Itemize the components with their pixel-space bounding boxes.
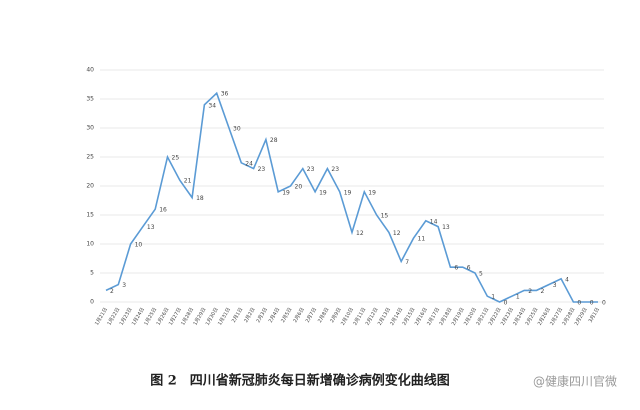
data-label: 15	[381, 213, 389, 220]
data-label: 36	[221, 91, 229, 98]
data-label: 1	[516, 294, 520, 301]
y-tick-label: 15	[86, 212, 94, 219]
chart-caption: 图 2 四川省新冠肺炎每日新增确诊病例变化曲线图	[150, 373, 450, 389]
data-label: 12	[356, 230, 364, 237]
data-label: 10	[135, 242, 143, 249]
data-label: 14	[430, 218, 438, 225]
data-label: 34	[208, 102, 216, 109]
data-label: 0	[590, 300, 594, 307]
data-label: 2	[541, 288, 545, 295]
watermark: @健康四川官微	[533, 374, 617, 389]
data-label: 4	[565, 276, 569, 283]
data-label: 19	[344, 189, 352, 196]
data-label: 21	[184, 178, 192, 185]
data-label: 19	[368, 189, 376, 196]
data-label: 23	[331, 166, 339, 173]
data-label: 1	[491, 294, 495, 301]
data-label: 23	[258, 166, 266, 173]
data-label: 6	[467, 265, 471, 272]
data-label: 3	[122, 282, 126, 289]
y-tick-label: 35	[86, 96, 94, 103]
data-line	[105, 91, 598, 303]
data-label: 0	[577, 300, 581, 307]
data-label: 24	[245, 160, 253, 167]
data-label: 19	[319, 189, 327, 196]
data-label: 28	[270, 137, 278, 144]
data-label: 13	[147, 224, 155, 231]
y-tick-label: 10	[86, 241, 94, 248]
data-label: 3	[553, 282, 557, 289]
data-label: 12	[393, 230, 401, 237]
data-label: 0	[602, 300, 606, 307]
data-label: 6	[454, 265, 458, 272]
y-tick-label: 40	[86, 67, 94, 74]
data-label: 7	[405, 259, 409, 266]
data-label: 30	[233, 126, 241, 133]
data-label: 25	[172, 155, 180, 162]
y-tick-label: 5	[90, 270, 94, 277]
data-label: 23	[307, 166, 315, 173]
data-label: 2	[110, 288, 114, 295]
data-label: 19	[282, 189, 290, 196]
y-tick-label: 30	[86, 125, 94, 132]
y-tick-label: 0	[90, 299, 94, 306]
data-label: 13	[442, 224, 450, 231]
data-label: 16	[159, 207, 167, 214]
data-label: 0	[504, 300, 508, 307]
data-label: 11	[418, 236, 426, 243]
y-tick-label: 20	[86, 183, 94, 190]
y-tick-label: 25	[86, 154, 94, 161]
data-label: 20	[295, 184, 303, 191]
data-label: 5	[479, 271, 483, 278]
data-label: 18	[196, 195, 204, 202]
x-tick-label: 3月1日	[588, 307, 601, 324]
data-label: 2	[528, 288, 532, 295]
